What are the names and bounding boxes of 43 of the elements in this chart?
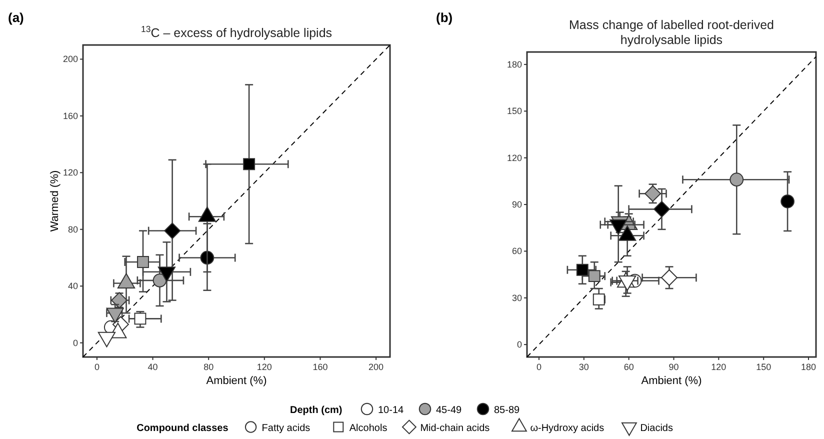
x-axis-title: Ambient (%) [641,375,702,387]
y-tick-label: 60 [512,246,522,256]
y-tick-label: 30 [512,292,522,303]
y-tick-label: 160 [62,110,78,121]
legend-label: ω-Hydroxy acids [530,423,604,434]
y-axis-title: Warmed (%) [49,170,61,232]
y-tick-label: 120 [62,168,78,178]
text: 85-89 [494,405,520,416]
x-tick-label: 60 [624,362,634,372]
y-tick-label: 120 [506,152,522,163]
legend-label: Fatty acids [262,423,310,434]
x-tick-label: 180 [800,362,816,372]
x-tick-label: 40 [148,362,158,372]
x-tick-label: 0 [94,362,100,372]
y-tick-label: 200 [62,54,78,64]
text: (a) [8,10,24,25]
legend-label: Diacids [640,423,673,434]
text: 45-49 [436,405,462,416]
y-tick-label: 80 [68,224,78,234]
y-tick-label: 180 [506,59,522,70]
legend-label: Alcohols [349,423,388,434]
text: 10-14 [378,405,404,416]
y-tick-label: 0 [516,340,522,350]
text: (b) [436,10,453,25]
legend-title: Compound classes [136,423,229,434]
x-tick-label: 30 [578,362,589,372]
x-tick-label: 120 [711,362,726,372]
y-tick-label: 0 [72,338,78,348]
y-tick-label: 40 [68,281,78,292]
x-tick-label: 200 [368,362,384,372]
x-axis-title: Ambient (%) [206,375,267,387]
x-tick-label: 120 [256,362,272,372]
x-tick-label: 80 [204,362,214,372]
x-tick-label: 90 [668,362,679,372]
y-tick-label: 90 [512,200,522,210]
x-tick-label: 160 [312,362,328,372]
chart-title: Mass change of labelled root-derived hydrolysable lipids [569,18,774,47]
y-tick-label: 150 [506,106,522,116]
text: Depth (cm) [290,405,342,416]
chart-title: $^{13}$C – excess of hydrolysable lipids [140,24,332,40]
x-tick-label: 150 [756,362,772,372]
x-tick-label: 0 [536,362,542,372]
legend-label: Mid-chain acids [420,423,490,434]
